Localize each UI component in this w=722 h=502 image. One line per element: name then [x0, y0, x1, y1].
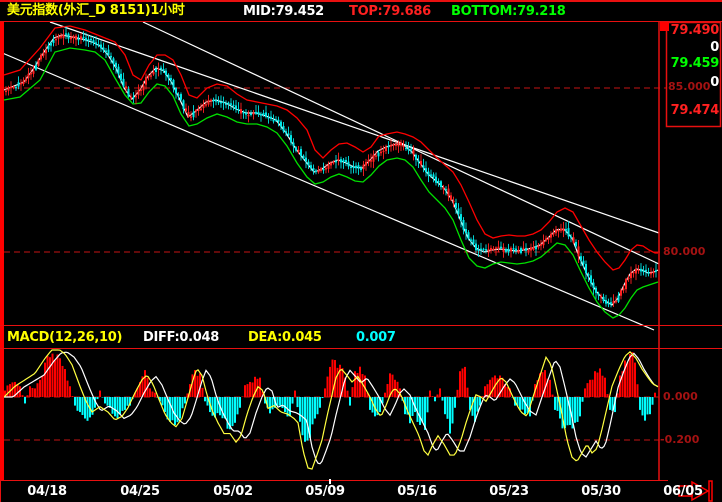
instrument-title: 美元指数(外汇_D 8151)1小时: [7, 3, 185, 18]
date-label: 05/16: [397, 484, 437, 499]
macd-axis-minus02: -0.200: [660, 433, 700, 446]
date-label: 06/05: [663, 484, 703, 499]
date-label: 05/09: [305, 484, 345, 499]
top-value-label: TOP:79.686: [349, 4, 431, 19]
mid-band-line: [3, 34, 659, 306]
scroll-right-button[interactable]: [677, 481, 715, 501]
candlesticks: [5, 26, 657, 308]
last-price-value: 79.490: [670, 23, 720, 38]
axis-label-85: 85.000: [668, 80, 711, 93]
date-label: 04/25: [120, 484, 160, 499]
macd-hist-value-label: 0.007: [356, 330, 396, 345]
lower-band-line: [3, 47, 659, 319]
date-label: 05/30: [581, 484, 621, 499]
macd-dea-label: DEA:0.045: [248, 330, 322, 345]
price-panel-frame: [660, 21, 722, 128]
date-label: 04/18: [27, 484, 67, 499]
trend-channel-lines: [0, 21, 660, 331]
bid-price-value: 79.459: [670, 56, 720, 71]
macd-axis-zero: 0.000: [663, 390, 698, 403]
mid-value-label: MID:79.452: [243, 4, 324, 19]
macd-lines: [3, 349, 659, 470]
axis-label-80: 80.000: [663, 245, 706, 258]
upper-band-line: [3, 25, 658, 271]
ref-price-value: 79.474: [670, 103, 720, 118]
scroll-right-icon[interactable]: [678, 480, 713, 502]
price-gridlines: [4, 87, 666, 253]
macd-indicator-label: MACD(12,26,10): [7, 330, 123, 345]
macd-diff-label: DIFF:0.048: [143, 330, 219, 345]
volume-value-1: 0: [710, 40, 719, 55]
date-label: 05/02: [213, 484, 253, 499]
bottom-value-label: BOTTOM:79.218: [451, 4, 566, 19]
volume-value-2: 0: [710, 75, 719, 90]
date-label: 05/23: [489, 484, 529, 499]
